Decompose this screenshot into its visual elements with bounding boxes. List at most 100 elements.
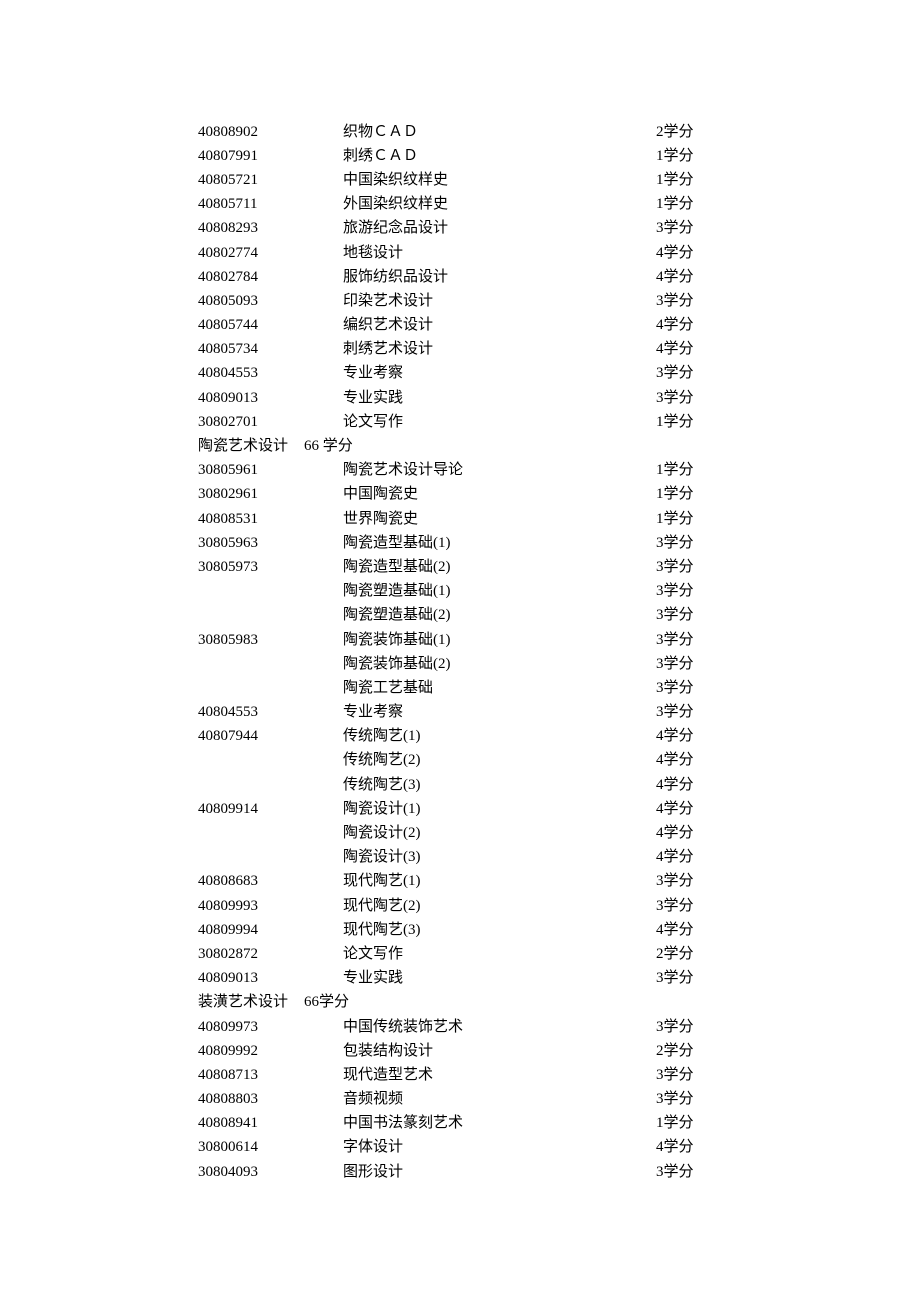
section-credit: 66学分 xyxy=(288,995,349,1010)
course-credit: 4学分 xyxy=(656,1140,694,1155)
course-name: 专业实践 xyxy=(343,971,656,986)
course-name: 印染艺术设计 xyxy=(343,294,656,309)
course-credit: 4学分 xyxy=(656,778,694,793)
course-name: 专业考察 xyxy=(343,705,656,720)
course-credit: 4学分 xyxy=(656,342,694,357)
course-name: 陶瓷设计(2) xyxy=(343,826,656,841)
course-code: 30802872 xyxy=(0,947,343,962)
course-credit: 4学分 xyxy=(656,802,694,817)
course-row: 40808713现代造型艺术3学分 xyxy=(0,1063,920,1087)
course-code: 40805093 xyxy=(0,294,343,309)
course-credit: 1学分 xyxy=(656,1116,694,1131)
course-row: 30805963陶瓷造型基础(1)3学分 xyxy=(0,531,920,555)
course-code: 40804553 xyxy=(0,366,343,381)
course-row: 30805973陶瓷造型基础(2)3学分 xyxy=(0,555,920,579)
course-credit: 1学分 xyxy=(656,197,694,212)
course-name: 中国书法篆刻艺术 xyxy=(343,1116,656,1131)
course-credit: 2学分 xyxy=(656,125,694,140)
course-credit: 3学分 xyxy=(656,657,694,672)
course-row: 40804553专业考察3学分 xyxy=(0,362,920,386)
course-row: 40807991刺绣ＣＡＤ1学分 xyxy=(0,144,920,168)
course-credit: 1学分 xyxy=(656,463,694,478)
course-name: 传统陶艺(3) xyxy=(343,778,656,793)
course-row: 40808683现代陶艺(1)3学分 xyxy=(0,870,920,894)
course-row: 40805744编织艺术设计4学分 xyxy=(0,314,920,338)
course-row: 陶瓷设计(3)4学分 xyxy=(0,846,920,870)
course-credit: 3学分 xyxy=(656,366,694,381)
course-code: 30802961 xyxy=(0,487,343,502)
course-code: 40805711 xyxy=(0,197,343,212)
course-name: 包装结构设计 xyxy=(343,1044,656,1059)
course-name: 服饰纺织品设计 xyxy=(343,270,656,285)
course-row: 传统陶艺(3)4学分 xyxy=(0,773,920,797)
course-row: 40805093印染艺术设计3学分 xyxy=(0,289,920,313)
section-title: 装潢艺术设计 xyxy=(198,995,288,1010)
course-code: 30805963 xyxy=(0,536,343,551)
course-credit: 3学分 xyxy=(656,681,694,696)
course-name: 陶瓷装饰基础(1) xyxy=(343,633,656,648)
course-code: 40805744 xyxy=(0,318,343,333)
course-name: 陶瓷工艺基础 xyxy=(343,681,656,696)
course-credit: 4学分 xyxy=(656,246,694,261)
course-code: 40808902 xyxy=(0,125,343,140)
course-row: 30802872论文写作2学分 xyxy=(0,942,920,966)
course-code: 30805973 xyxy=(0,560,343,575)
course-row: 40805721中国染织纹样史1学分 xyxy=(0,168,920,192)
course-credit: 3学分 xyxy=(656,536,694,551)
course-credit: 1学分 xyxy=(656,149,694,164)
course-name: 织物ＣＡＤ xyxy=(343,125,656,140)
course-row: 40802774地毯设计4学分 xyxy=(0,241,920,265)
course-code: 40809993 xyxy=(0,899,343,914)
course-credit: 2学分 xyxy=(656,1044,694,1059)
course-name: 陶瓷造型基础(1) xyxy=(343,536,656,551)
course-row: 40805711外国染织纹样史1学分 xyxy=(0,193,920,217)
course-credit: 3学分 xyxy=(656,584,694,599)
course-name: 地毯设计 xyxy=(343,246,656,261)
course-credit: 1学分 xyxy=(656,415,694,430)
course-name: 论文写作 xyxy=(343,415,656,430)
course-row: 40802784服饰纺织品设计4学分 xyxy=(0,265,920,289)
course-name: 现代陶艺(2) xyxy=(343,899,656,914)
course-name: 专业实践 xyxy=(343,391,656,406)
course-row: 40804553专业考察3学分 xyxy=(0,701,920,725)
course-name: 专业考察 xyxy=(343,366,656,381)
course-row: 30804093图形设计3学分 xyxy=(0,1160,920,1184)
course-name: 刺绣ＣＡＤ xyxy=(343,149,656,164)
course-row: 30805983陶瓷装饰基础(1)3学分 xyxy=(0,628,920,652)
course-name: 传统陶艺(1) xyxy=(343,729,656,744)
course-row: 40808941中国书法篆刻艺术1学分 xyxy=(0,1112,920,1136)
section-header: 装潢艺术设计66学分 xyxy=(0,991,920,1015)
course-code: 40808941 xyxy=(0,1116,343,1131)
course-credit: 4学分 xyxy=(656,753,694,768)
course-name: 外国染织纹样史 xyxy=(343,197,656,212)
course-code: 40809973 xyxy=(0,1020,343,1035)
course-code: 40809992 xyxy=(0,1044,343,1059)
course-row: 40809013专业实践3学分 xyxy=(0,386,920,410)
course-credit: 4学分 xyxy=(656,923,694,938)
course-credit: 3学分 xyxy=(656,560,694,575)
course-code: 40808803 xyxy=(0,1092,343,1107)
course-row: 40809914陶瓷设计(1)4学分 xyxy=(0,797,920,821)
course-credit: 3学分 xyxy=(656,294,694,309)
course-code: 40804553 xyxy=(0,705,343,720)
course-name: 陶瓷造型基础(2) xyxy=(343,560,656,575)
course-name: 论文写作 xyxy=(343,947,656,962)
course-name: 陶瓷装饰基础(2) xyxy=(343,657,656,672)
course-row: 40809993现代陶艺(2)3学分 xyxy=(0,894,920,918)
course-name: 字体设计 xyxy=(343,1140,656,1155)
course-code: 30804093 xyxy=(0,1165,343,1180)
course-row: 传统陶艺(2)4学分 xyxy=(0,749,920,773)
course-name: 旅游纪念品设计 xyxy=(343,221,656,236)
course-code: 40808683 xyxy=(0,874,343,889)
course-credit: 3学分 xyxy=(656,971,694,986)
course-credit: 3学分 xyxy=(656,1092,694,1107)
course-code: 40809914 xyxy=(0,802,343,817)
course-row: 40805734刺绣艺术设计4学分 xyxy=(0,338,920,362)
course-row: 40808803音频视频3学分 xyxy=(0,1088,920,1112)
course-name: 图形设计 xyxy=(343,1165,656,1180)
course-row: 40809994现代陶艺(3)4学分 xyxy=(0,918,920,942)
course-code: 40802774 xyxy=(0,246,343,261)
course-row: 40808293旅游纪念品设计3学分 xyxy=(0,217,920,241)
course-row: 30805961陶瓷艺术设计导论1学分 xyxy=(0,459,920,483)
course-credit: 1学分 xyxy=(656,487,694,502)
